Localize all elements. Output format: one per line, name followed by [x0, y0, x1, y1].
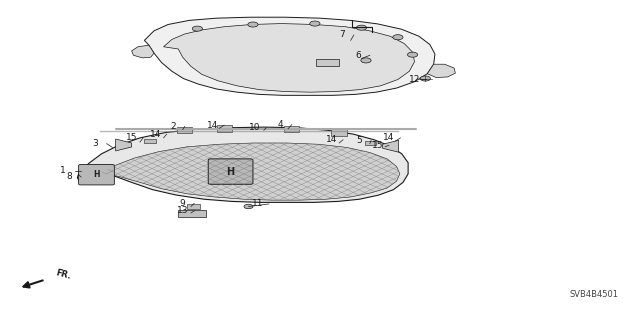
Text: 13: 13 [177, 206, 188, 215]
Text: 14: 14 [207, 121, 218, 130]
Text: 3: 3 [92, 139, 98, 148]
Bar [177, 127, 192, 133]
Bar [316, 59, 339, 66]
Circle shape [361, 58, 371, 63]
Text: 14: 14 [150, 130, 161, 138]
Text: 14: 14 [383, 133, 395, 142]
Circle shape [248, 22, 258, 27]
Bar [178, 210, 206, 217]
Polygon shape [132, 45, 154, 58]
Polygon shape [428, 64, 456, 78]
Polygon shape [116, 139, 132, 151]
Text: 2: 2 [170, 122, 176, 131]
Circle shape [420, 76, 431, 81]
Text: 4: 4 [278, 120, 284, 129]
Polygon shape [145, 17, 435, 95]
Text: 12: 12 [409, 75, 420, 84]
Text: SVB4B4501: SVB4B4501 [570, 290, 619, 299]
Polygon shape [77, 127, 408, 202]
Text: 15: 15 [372, 141, 383, 150]
Circle shape [408, 52, 418, 57]
FancyBboxPatch shape [79, 165, 115, 185]
Text: 15: 15 [126, 133, 138, 142]
Text: 9: 9 [180, 199, 186, 208]
Text: H: H [93, 170, 100, 179]
Circle shape [310, 21, 320, 26]
Polygon shape [383, 140, 399, 152]
Polygon shape [145, 139, 156, 143]
FancyBboxPatch shape [208, 159, 253, 184]
Text: 5: 5 [356, 136, 362, 145]
Text: 1: 1 [60, 166, 66, 175]
Circle shape [356, 25, 367, 30]
Text: 11: 11 [252, 199, 263, 208]
PathPatch shape [95, 143, 400, 200]
Text: H: H [227, 167, 235, 177]
Text: 7: 7 [339, 31, 345, 40]
Text: 14: 14 [326, 135, 337, 144]
Text: FR.: FR. [55, 268, 72, 281]
Text: 10: 10 [249, 123, 260, 132]
Circle shape [192, 26, 202, 31]
Bar [216, 125, 232, 131]
Circle shape [244, 204, 253, 209]
Text: 8: 8 [67, 173, 72, 182]
Polygon shape [95, 143, 400, 200]
Bar [284, 125, 299, 132]
Polygon shape [365, 141, 376, 145]
Bar [332, 129, 347, 136]
Text: 6: 6 [355, 51, 361, 60]
Polygon shape [164, 24, 415, 92]
Bar [187, 204, 200, 209]
Circle shape [393, 35, 403, 40]
